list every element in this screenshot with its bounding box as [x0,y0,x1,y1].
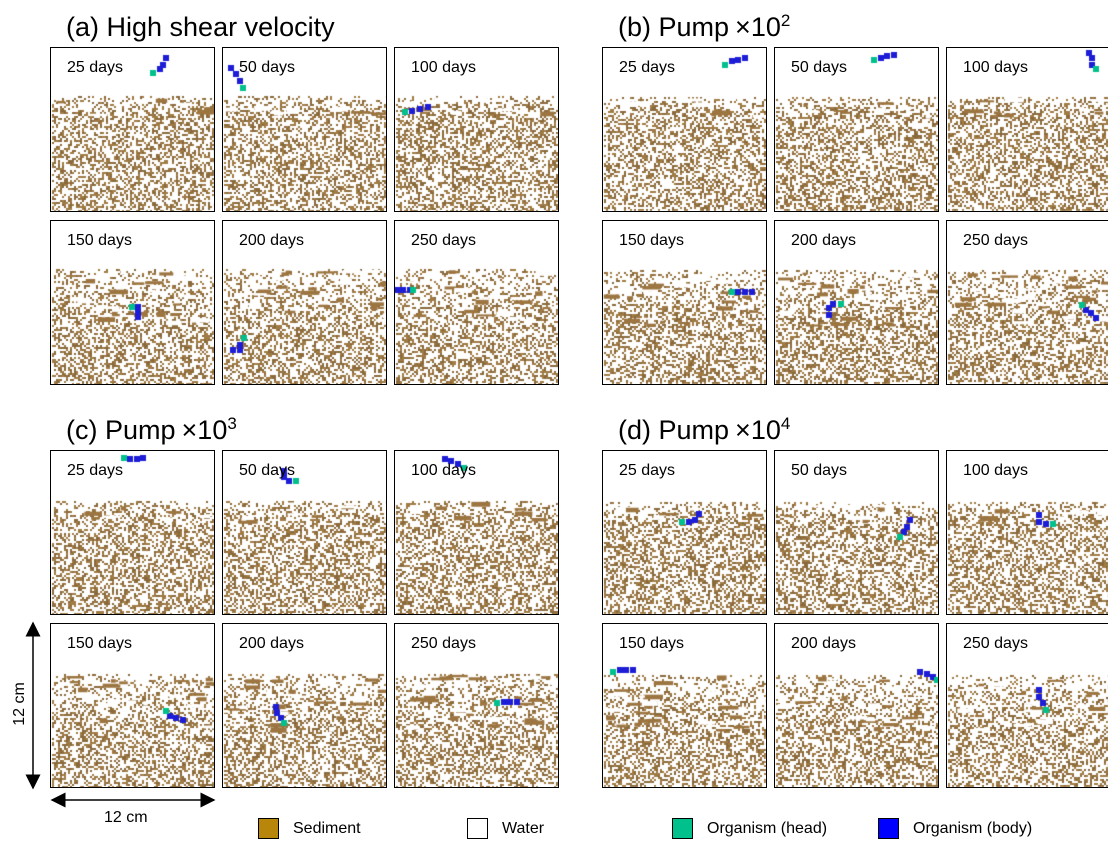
legend-organism-head: Organism (head) [672,818,827,839]
exponent: 3 [227,414,237,433]
panel-b-3: 100 days [946,47,1108,212]
multiplier: ×10 [735,415,781,445]
day-label: 25 days [619,59,676,76]
legend-water: Water [467,818,544,839]
sediment-field [395,624,558,787]
sediment-field [775,48,938,211]
sediment-field [947,221,1108,384]
sediment-field [775,451,938,614]
day-label: 150 days [67,232,132,249]
day-label: 200 days [791,232,856,249]
legend-label: Organism (head) [707,819,828,837]
sediment-field [947,451,1108,614]
sediment-field [395,451,558,614]
legend-label: Sediment [293,819,361,837]
panel-b-4: 150 days [602,220,767,385]
panel-a-2: 50 days [222,47,387,212]
exponent: 4 [780,414,791,433]
legend-sediment: Sediment [258,818,361,839]
day-label: 250 days [963,635,1028,652]
day-label: 100 days [411,462,476,479]
group-title-a: (a) High shear velocity [66,12,335,42]
legend-label: Water [502,819,545,837]
sediment-field [603,221,766,384]
sediment-swatch [258,818,279,839]
day-label: 250 days [963,232,1028,249]
exponent: 2 [780,11,791,30]
sediment-field [775,221,938,384]
day-label: 25 days [67,59,124,76]
day-label: 25 days [619,462,676,479]
sediment-field [51,624,214,787]
panel-d-1: 25 days [602,450,767,615]
day-label: 100 days [411,59,476,76]
sediment-field [603,48,766,211]
day-label: 100 days [963,59,1028,76]
panel-a-6: 250 days [394,220,559,385]
group-title-d: (d) Pump ×104 [618,414,791,445]
day-label: 50 days [791,59,848,76]
sediment-field [947,48,1108,211]
vertical-scale-label: 12 cm [11,682,28,726]
day-label: 50 days [791,462,848,479]
day-label: 50 days [239,462,296,479]
sediment-field [947,624,1108,787]
panel-b-5: 200 days [774,220,939,385]
day-label: 250 days [411,635,476,652]
horizontal-scale-label: 12 cm [104,809,148,826]
sediment-field [395,221,558,384]
panel-d-6: 250 days [946,623,1108,788]
panel-d-2: 50 days [774,450,939,615]
sediment-field [603,451,766,614]
sediment-field [51,451,214,614]
panel-a-1: 25 days [50,47,215,212]
panel-c-3: 100 days [394,450,559,615]
day-label: 200 days [791,635,856,652]
head-swatch [672,818,693,839]
panel-b-1: 25 days [602,47,767,212]
day-label: 250 days [411,232,476,249]
sediment-field [223,221,386,384]
panel-d-4: 150 days [602,623,767,788]
panel-b-2: 50 days [774,47,939,212]
panel-c-4: 150 days [50,623,215,788]
day-label: 200 days [239,635,304,652]
day-label: 200 days [239,232,304,249]
day-label: 150 days [619,635,684,652]
sediment-field [223,48,386,211]
sediment-field [51,221,214,384]
multiplier: ×10 [735,12,781,42]
group-title-c: (c) Pump ×103 [66,414,237,445]
multiplier: ×10 [181,415,228,445]
water-swatch [467,818,488,839]
sediment-field [395,48,558,211]
sediment-field [775,624,938,787]
day-label: 150 days [619,232,684,249]
panel-a-5: 200 days [222,220,387,385]
sediment-field [223,624,386,787]
panel-d-3: 100 days [946,450,1108,615]
day-label: 150 days [67,635,132,652]
panel-a-4: 150 days [50,220,215,385]
panel-c-2: 50 days [222,450,387,615]
day-label: 100 days [963,462,1028,479]
legend-organism-body: Organism (body) [878,818,1032,839]
panel-a-3: 100 days [394,47,559,212]
sediment-field [603,624,766,787]
group-title-b: (b) Pump ×102 [618,11,791,42]
panel-c-6: 250 days [394,623,559,788]
sediment-field [51,48,214,211]
day-label: 25 days [67,462,124,479]
day-label: 50 days [239,59,296,76]
panel-d-5: 200 days [774,623,939,788]
legend-label: Organism (body) [913,819,1033,837]
panel-c-5: 200 days [222,623,387,788]
panel-b-6: 250 days [946,220,1108,385]
panel-c-1: 25 days [50,450,215,615]
body-swatch [878,818,899,839]
sediment-field [223,451,386,614]
